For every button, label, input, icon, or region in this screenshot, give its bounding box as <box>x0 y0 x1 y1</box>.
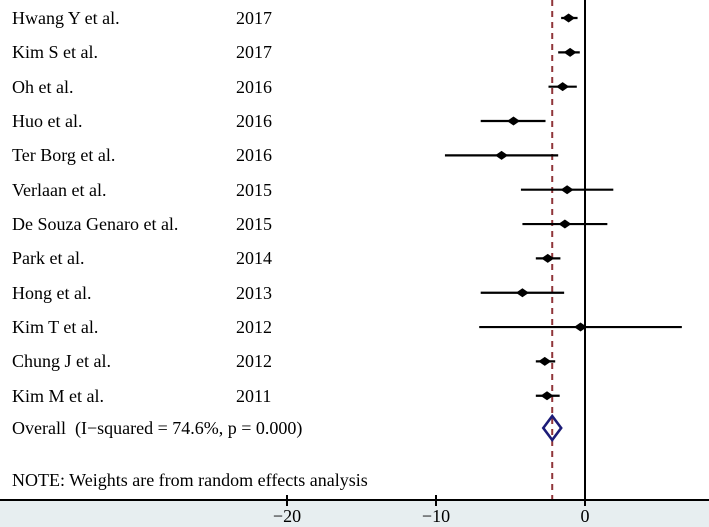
effect-marker <box>515 288 529 298</box>
effect-marker <box>538 356 552 366</box>
overall-diamond <box>541 413 563 443</box>
x-axis-tick-label: −20 <box>273 506 301 526</box>
effect-marker <box>560 185 574 195</box>
effect-marker <box>563 47 577 57</box>
x-axis-tick-label: −10 <box>422 506 450 526</box>
overall-summary-label: Overall (I−squared = 74.6%, p = 0.000) <box>12 418 303 438</box>
effect-marker <box>556 82 570 92</box>
effect-marker <box>574 322 588 332</box>
effect-marker <box>540 391 554 401</box>
effect-marker <box>558 219 572 229</box>
axis-strip-background <box>0 501 709 527</box>
x-axis-tick-label: 0 <box>581 506 590 526</box>
effect-marker <box>541 253 555 263</box>
effect-marker <box>562 13 576 23</box>
effect-marker <box>506 116 520 126</box>
effect-marker <box>495 150 509 160</box>
weights-note: NOTE: Weights are from random effects an… <box>12 470 368 490</box>
